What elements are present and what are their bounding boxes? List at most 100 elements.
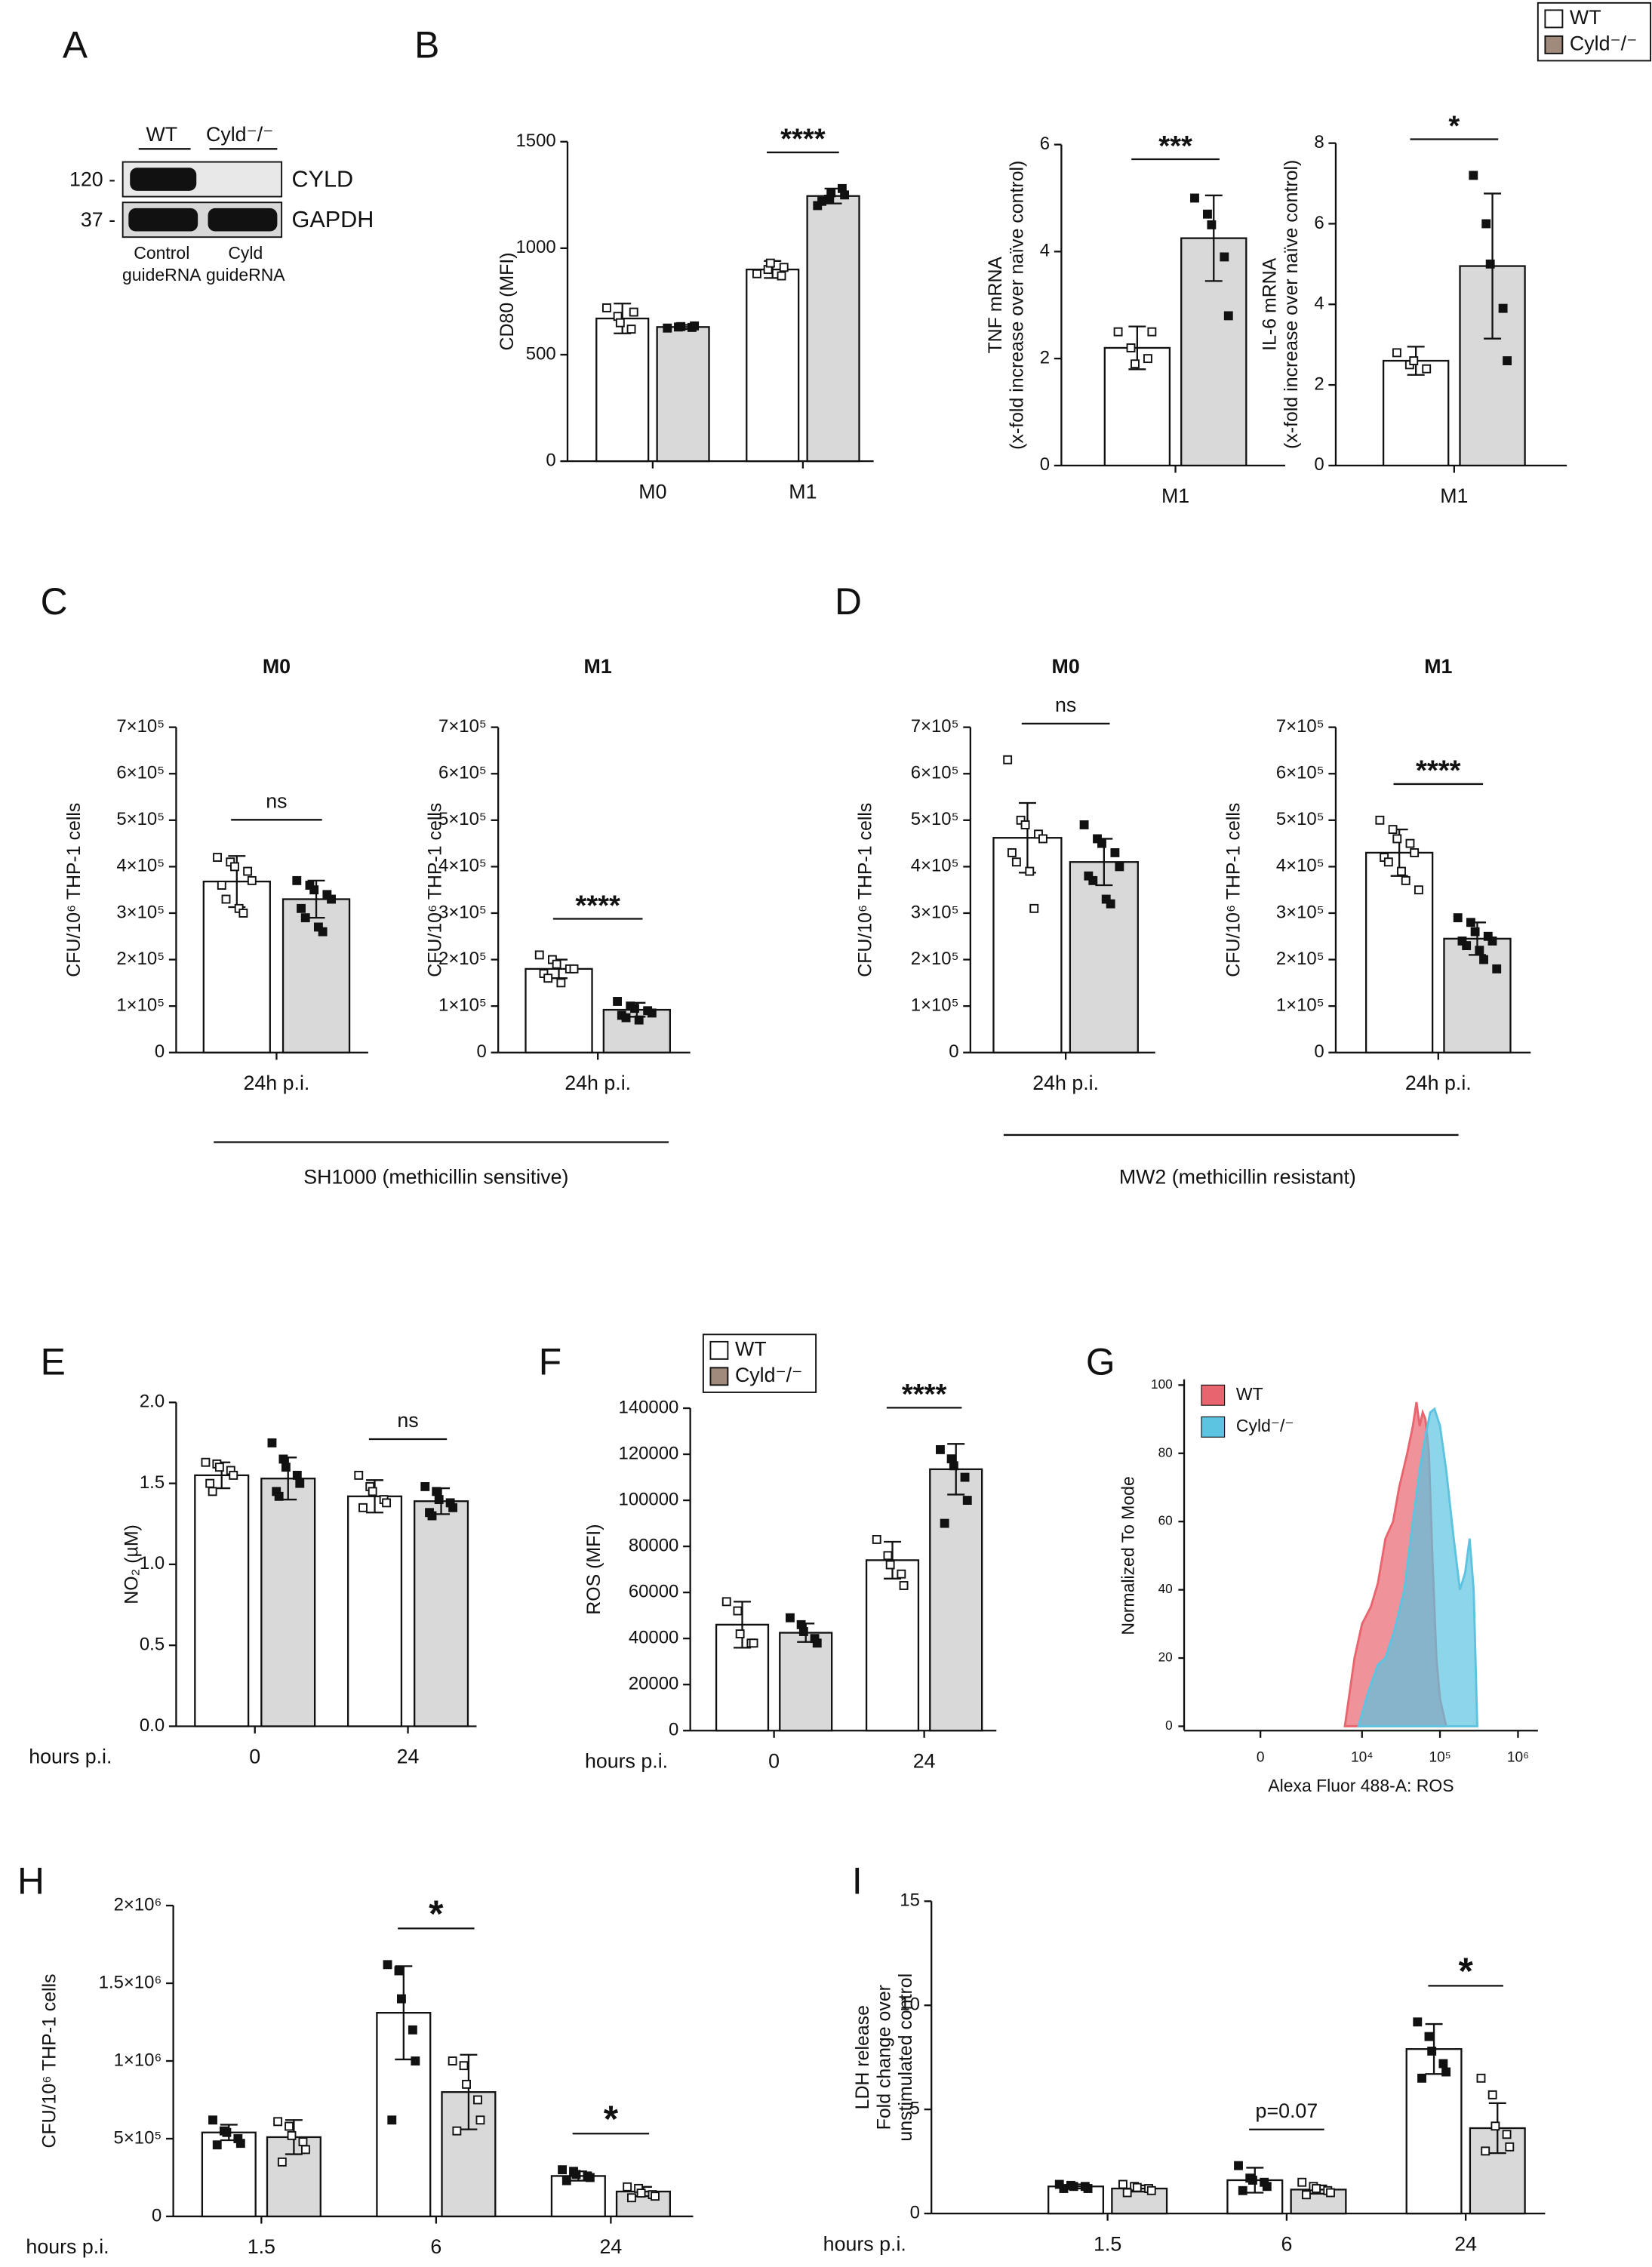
bar <box>202 880 271 1054</box>
data-point <box>1453 913 1463 923</box>
data-point <box>448 2056 457 2066</box>
data-point <box>1038 834 1047 844</box>
significance-label: p=0.07 <box>1256 2099 1318 2122</box>
x-tick-label: M0 <box>638 480 666 503</box>
data-point <box>636 2189 646 2198</box>
chart-title: M0 <box>263 655 291 678</box>
legend-swatch <box>709 1340 729 1360</box>
data-point <box>300 2145 310 2155</box>
data-point <box>556 978 566 988</box>
x-tick-label: 0 <box>249 1746 260 1768</box>
y-axis-label: CFU/10⁶ THP-1 cells <box>424 803 445 977</box>
y-tick-label: 2×10⁵ <box>911 949 959 969</box>
data-point <box>473 2095 482 2105</box>
data-point <box>1427 2046 1437 2056</box>
protein-label: CYLD <box>292 167 354 192</box>
y-tick-label: 3×10⁵ <box>911 902 959 922</box>
panel-letter: G <box>1086 1341 1115 1383</box>
data-point <box>222 2127 232 2137</box>
data-point <box>613 997 623 1006</box>
y-tick-label: 5×10⁵ <box>438 809 487 829</box>
y-tick-label: 80000 <box>629 1535 678 1555</box>
y-tick-label: 5×10⁵ <box>114 2127 162 2148</box>
data-point <box>212 2140 222 2150</box>
data-point <box>1441 2067 1451 2077</box>
data-point <box>585 2173 595 2182</box>
panel-letter: I <box>852 1859 863 1902</box>
significance-label: * <box>604 2098 619 2140</box>
data-point <box>733 1606 743 1616</box>
data-point <box>826 188 836 198</box>
y-tick-label: 20000 <box>629 1674 678 1694</box>
y-tick-label: 6×10⁵ <box>116 763 165 783</box>
data-point <box>1003 755 1013 764</box>
y-tick-label: 120000 <box>619 1443 679 1463</box>
data-point <box>601 303 611 312</box>
x-axis-label: Alexa Fluor 488-A: ROS <box>1268 1776 1454 1795</box>
data-point <box>459 2061 469 2071</box>
data-point <box>1312 2184 1321 2193</box>
y-tick-label: 2×10⁵ <box>438 949 487 969</box>
y-axis-label: NO₂ (µM) <box>122 1524 143 1604</box>
data-point <box>1392 834 1402 844</box>
x-tick-label: 1.5 <box>248 2235 275 2258</box>
y-tick-label: 1.5×10⁶ <box>99 1972 162 1992</box>
data-point <box>1490 2121 1500 2131</box>
y-tick-label: 1.0 <box>140 1553 165 1573</box>
legend-swatch <box>1201 1416 1226 1438</box>
y-axis-label: CFU/10⁶ THP-1 cells <box>63 803 85 977</box>
protein-label: GAPDH <box>292 207 374 232</box>
data-point <box>434 1495 444 1505</box>
data-point <box>960 1472 970 1482</box>
x-tick-label: 0 <box>1257 1750 1265 1766</box>
y-tick-label: 6×10⁵ <box>1276 763 1324 783</box>
data-point <box>1146 2185 1156 2195</box>
y-tick-label: 4×10⁵ <box>1276 856 1324 876</box>
legend-swatch <box>1544 35 1564 54</box>
x-tick-label: 24h p.i. <box>244 1072 310 1094</box>
data-point <box>1079 820 1089 829</box>
y-axis-label: ROS (MFI) <box>583 1524 605 1614</box>
data-point <box>752 269 761 278</box>
bar <box>865 1559 920 1732</box>
y-tick-label: 0 <box>669 1720 678 1740</box>
data-point <box>1392 348 1401 358</box>
data-point <box>238 909 248 918</box>
data-point <box>1106 899 1115 909</box>
y-axis-label: CD80 (MFI) <box>497 252 518 350</box>
data-point <box>300 913 310 923</box>
x-axis-label: hours p.i. <box>823 2232 906 2255</box>
data-point <box>812 1638 822 1648</box>
data-point <box>663 323 672 333</box>
data-point <box>1502 2130 1512 2139</box>
data-point <box>1475 946 1484 955</box>
data-point <box>1020 820 1030 829</box>
data-point <box>1414 885 1423 895</box>
y-tick-label: 10 <box>900 1995 920 2015</box>
data-point <box>1492 964 1502 974</box>
significance-label: * <box>429 1893 444 1935</box>
data-point <box>214 1463 224 1472</box>
data-point <box>201 1457 211 1467</box>
data-point <box>571 2170 581 2179</box>
mw-marker: 37 - <box>81 208 115 231</box>
y-axis-label: LDH release <box>852 2005 873 2109</box>
y-tick-label: 3×10⁵ <box>116 902 165 922</box>
legend-label: WT <box>735 1337 767 1360</box>
y-tick-label: 4×10⁵ <box>438 856 487 876</box>
data-point <box>420 1481 430 1491</box>
y-tick-label: 2 <box>1040 347 1050 368</box>
data-point <box>427 1511 437 1521</box>
data-point <box>1505 2142 1515 2152</box>
data-point <box>1011 857 1021 867</box>
data-point <box>1487 936 1497 946</box>
data-point <box>1143 354 1152 364</box>
y-tick-label: 0 <box>1165 1718 1173 1733</box>
group-label: MW2 (methicillin resistant) <box>1119 1165 1356 1188</box>
legend-label: WT <box>1570 6 1601 29</box>
data-point <box>448 1503 458 1512</box>
y-tick-label: 4×10⁵ <box>911 856 959 876</box>
y-tick-label: 0 <box>155 1041 165 1062</box>
data-point <box>1126 343 1136 352</box>
data-point <box>1110 847 1120 857</box>
